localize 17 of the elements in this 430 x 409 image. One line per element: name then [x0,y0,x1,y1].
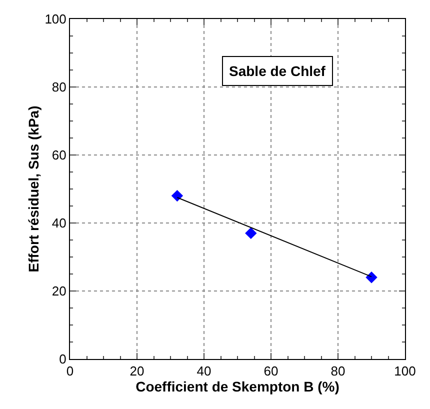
x-axis-title: Coefficient de Skempton B (%) [136,378,340,395]
x-tick-label: 20 [130,364,144,379]
y-tick-label: 0 [59,352,66,367]
x-tick-label: 100 [394,364,416,379]
y-tick-label: 100 [44,12,66,27]
x-tick-label: 80 [330,364,346,379]
y-tick-label: 20 [52,284,66,299]
point [171,190,184,202]
y-tick-label: 80 [52,80,66,95]
y-tick-label: 40 [52,216,66,231]
point [245,227,257,240]
annotation: Sable de Chlef [229,63,326,79]
point [366,272,378,284]
y-tick-label: 60 [52,148,66,163]
x-tick-label: 40 [196,364,212,379]
x-tick-label: 60 [264,364,278,379]
y-axis-title: Effort résiduel, Sus (kPa) [25,106,42,272]
